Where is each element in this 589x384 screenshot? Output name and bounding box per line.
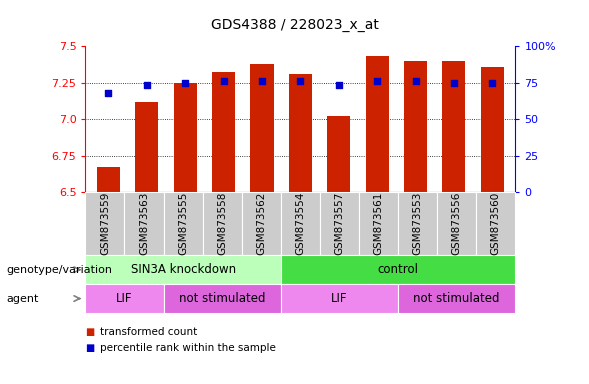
Text: GSM873561: GSM873561 [373, 192, 383, 255]
Text: not stimulated: not stimulated [413, 292, 500, 305]
Text: GSM873560: GSM873560 [491, 192, 501, 255]
Text: ■: ■ [85, 343, 95, 353]
Text: genotype/variation: genotype/variation [6, 265, 112, 275]
Point [257, 78, 267, 84]
Text: GSM873558: GSM873558 [217, 192, 227, 255]
Bar [174, 83, 197, 192]
Text: percentile rank within the sample: percentile rank within the sample [100, 343, 276, 353]
Bar [404, 61, 427, 192]
Text: GSM873557: GSM873557 [335, 192, 345, 255]
Text: GDS4388 / 228023_x_at: GDS4388 / 228023_x_at [210, 18, 379, 32]
Bar [212, 72, 235, 192]
Text: ■: ■ [85, 327, 95, 337]
Text: control: control [378, 263, 419, 276]
Text: LIF: LIF [116, 292, 133, 305]
Text: not stimulated: not stimulated [179, 292, 266, 305]
Text: GSM873555: GSM873555 [178, 192, 188, 255]
Bar [481, 66, 504, 192]
Bar [250, 64, 273, 192]
Point [334, 83, 343, 89]
Text: GSM873563: GSM873563 [139, 192, 149, 255]
Point [411, 78, 421, 84]
Point [372, 78, 382, 84]
Text: GSM873553: GSM873553 [413, 192, 423, 255]
Point [142, 83, 151, 89]
Point [180, 79, 190, 86]
Bar [97, 167, 120, 192]
Point [488, 79, 497, 86]
Bar [327, 116, 350, 192]
Bar [289, 74, 312, 192]
Text: GSM873562: GSM873562 [256, 192, 266, 255]
Point [104, 90, 113, 96]
Text: SIN3A knockdown: SIN3A knockdown [131, 263, 236, 276]
Text: transformed count: transformed count [100, 327, 197, 337]
Text: GSM873554: GSM873554 [296, 192, 305, 255]
Text: GSM873556: GSM873556 [452, 192, 462, 255]
Bar [442, 61, 465, 192]
Text: GSM873559: GSM873559 [100, 192, 110, 255]
Text: agent: agent [6, 293, 38, 304]
Point [296, 78, 305, 84]
Text: LIF: LIF [331, 292, 348, 305]
Point [449, 79, 459, 86]
Bar [366, 56, 389, 192]
Bar [135, 101, 158, 192]
Point [219, 78, 229, 84]
